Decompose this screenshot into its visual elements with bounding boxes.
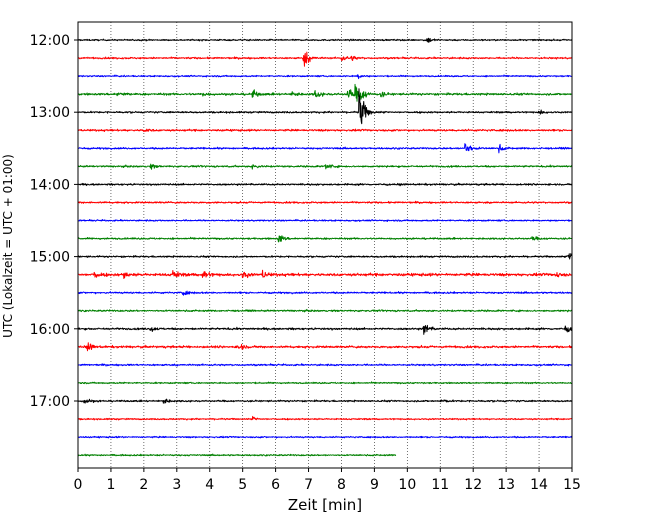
- trace-1215: [77, 51, 573, 67]
- trace-1200: [77, 37, 573, 43]
- x-tick-label-14: 14: [530, 477, 548, 493]
- trace-1630: [77, 363, 573, 367]
- x-axis-label: Zeit [min]: [288, 496, 362, 514]
- trace-1545: [77, 308, 573, 313]
- x-tick-label-6: 6: [271, 477, 280, 493]
- trace-1230: [77, 74, 573, 80]
- x-tick-label-2: 2: [139, 477, 148, 493]
- x-tick-label-11: 11: [431, 477, 449, 493]
- y-tick-label-1300: 13:00: [30, 105, 70, 121]
- x-tick-label-0: 0: [74, 477, 83, 493]
- seismogram-traces: [77, 37, 573, 457]
- trace-1400: [77, 182, 573, 187]
- trace-1300: [77, 88, 573, 125]
- x-tick-label-9: 9: [370, 477, 379, 493]
- trace-1500: [77, 253, 573, 260]
- x-tick-label-12: 12: [464, 477, 482, 493]
- trace-1245: [77, 83, 573, 102]
- x-tick-label-10: 10: [398, 477, 416, 493]
- trace-1700: [77, 398, 573, 404]
- x-tick-label-7: 7: [304, 477, 313, 493]
- y-tick-label-1400: 14:00: [30, 177, 70, 193]
- trace-1430: [77, 218, 573, 222]
- x-tick-label-4: 4: [205, 477, 214, 493]
- x-axis-ticks: 0 1 2 3 4 5 6 7 8 9 10 11 12 13 14 15: [74, 468, 581, 493]
- y-tick-label-1500: 15:00: [30, 250, 70, 266]
- trace-1345: [77, 163, 573, 170]
- trace-1530: [77, 290, 573, 296]
- y-axis-ticks: 12:00 13:00 14:00 15:00 16:00 17:00: [30, 33, 78, 410]
- x-tick-label-1: 1: [106, 477, 115, 493]
- x-tick-label-15: 15: [563, 477, 581, 493]
- y-tick-label-1600: 16:00: [30, 322, 70, 338]
- y-tick-label-1700: 17:00: [30, 394, 70, 410]
- trace-1415: [77, 200, 573, 205]
- x-tick-label-8: 8: [337, 477, 346, 493]
- trace-1615: [77, 342, 573, 352]
- trace-1445: [77, 235, 573, 243]
- trace-1330: [77, 143, 573, 154]
- grid-lines: [110, 22, 540, 468]
- trace-1745: [77, 453, 397, 457]
- x-tick-label-13: 13: [497, 477, 515, 493]
- trace-1600: [77, 324, 573, 335]
- x-tick-label-5: 5: [238, 477, 247, 493]
- y-axis-label: UTC (Lokalzeit = UTC + 01:00): [1, 154, 15, 338]
- trace-1645: [77, 381, 573, 385]
- trace-1315: [77, 128, 573, 132]
- plot-frame: [77, 21, 573, 469]
- y-tick-label-1200: 12:00: [30, 33, 70, 49]
- trace-1515: [77, 269, 573, 279]
- x-tick-label-3: 3: [172, 477, 181, 493]
- trace-1715: [77, 415, 573, 421]
- trace-1730: [77, 435, 573, 439]
